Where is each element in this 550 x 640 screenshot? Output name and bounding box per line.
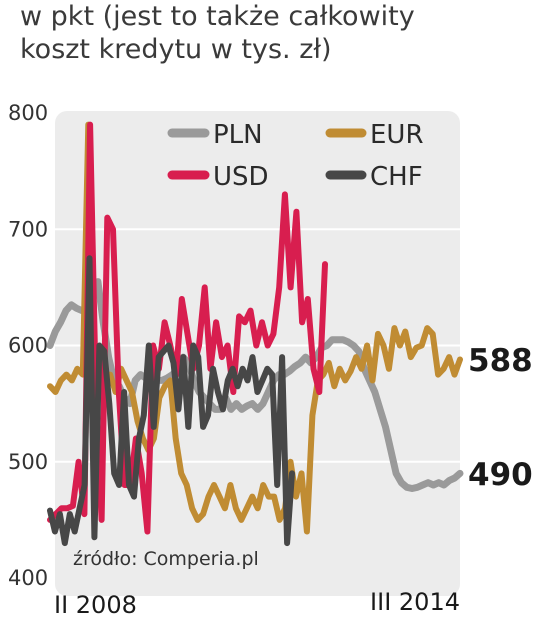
series-lines xyxy=(46,121,464,547)
x-label-start: II 2008 xyxy=(54,591,137,619)
y-tick-600: 600 xyxy=(8,334,48,358)
subtitle-line-1: w pkt (jest to także całkowity xyxy=(20,1,415,32)
legend-label-pln: PLN xyxy=(213,120,263,150)
series-line-chf xyxy=(47,255,295,547)
legend: PLN USD EUR CHF xyxy=(167,120,424,192)
legend-label-eur: EUR xyxy=(370,120,424,150)
y-tick-700: 700 xyxy=(8,217,48,241)
end-label-eur: 588 xyxy=(468,343,533,379)
source-label: źródło: Comperia.pl xyxy=(73,548,259,570)
y-tick-500: 500 xyxy=(8,450,48,474)
y-tick-400: 400 xyxy=(8,566,48,590)
chart-subtitle: w pkt (jest to także całkowity koszt kre… xyxy=(20,0,540,66)
legend-label-chf: CHF xyxy=(370,162,423,192)
y-tick-800: 800 xyxy=(8,101,48,125)
subtitle-line-2: koszt kredytu w tys. zł) xyxy=(20,34,332,65)
end-label-pln: 490 xyxy=(468,457,533,493)
plot-background xyxy=(55,111,460,596)
legend-label-usd: USD xyxy=(213,162,269,192)
y-axis-ticks: 800 700 600 500 400 xyxy=(8,101,48,590)
x-label-end: III 2014 xyxy=(370,588,460,616)
